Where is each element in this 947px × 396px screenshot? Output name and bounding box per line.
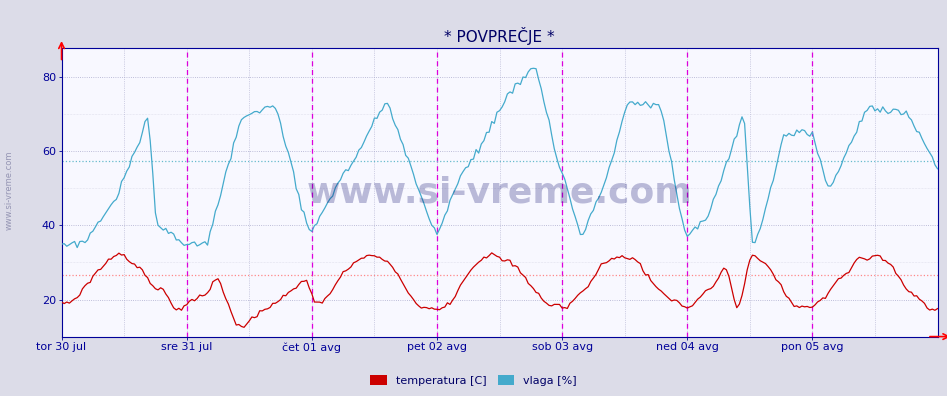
Text: www.si-vreme.com: www.si-vreme.com	[307, 175, 692, 209]
Text: www.si-vreme.com: www.si-vreme.com	[5, 150, 14, 230]
Legend: temperatura [C], vlaga [%]: temperatura [C], vlaga [%]	[366, 371, 581, 390]
Title: * POVPREČJE *: * POVPREČJE *	[444, 27, 555, 45]
